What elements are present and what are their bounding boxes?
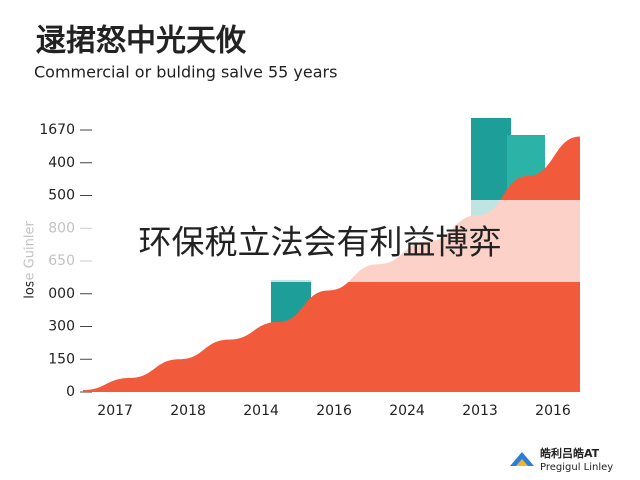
y-tick-label: 1670: [39, 122, 75, 138]
x-tick-label: 2016: [535, 403, 571, 419]
x-tick-label: 2013: [462, 403, 498, 419]
x-tick-label: 2018: [170, 403, 206, 419]
y-tick-label: 150: [48, 351, 75, 367]
logo-icon: [516, 459, 528, 466]
x-tick-label: 2016: [316, 403, 352, 419]
logo-subtitle: Pregigul Linley: [540, 462, 613, 473]
x-tick-label: 2014: [243, 403, 279, 419]
x-tick-label: 2024: [389, 403, 425, 419]
logo: 皓利吕皓AT Pregigul Linley: [510, 446, 613, 473]
y-tick-label: 000: [48, 286, 75, 302]
logo-title: 皓利吕皓AT: [540, 446, 600, 460]
y-tick-label: 0: [66, 384, 75, 400]
y-tick-label: 300: [48, 319, 75, 335]
chart-subtitle: Commercial or bulding salve 55 years: [34, 63, 337, 82]
area: [83, 136, 580, 392]
chart-title: 逯捃怒中光天攸: [36, 24, 247, 59]
y-tick-label: 500: [48, 188, 75, 204]
overlay-text: 环保税立法会有利益博弈: [139, 223, 502, 262]
x-tick-label: 2017: [97, 403, 133, 419]
overlay-band: [0, 200, 640, 282]
y-tick-label: 400: [48, 155, 75, 171]
